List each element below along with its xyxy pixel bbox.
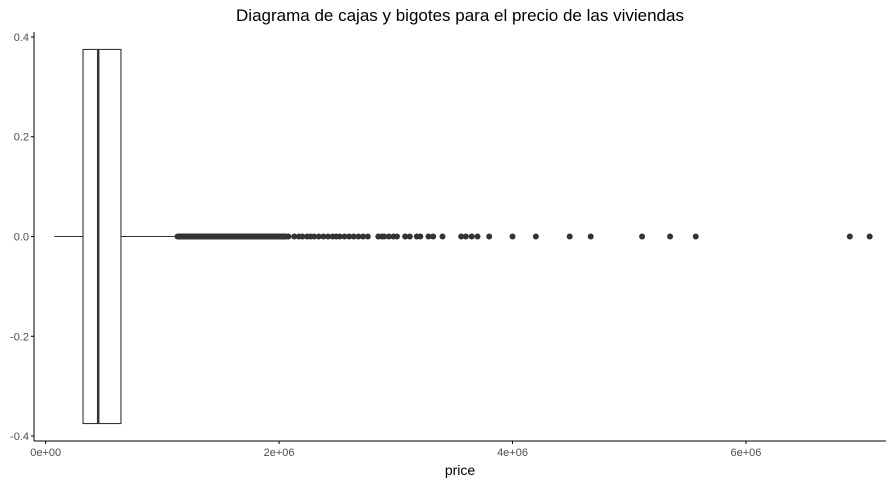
x-tick-label: 2e+06 (264, 447, 295, 459)
outlier-point (311, 233, 318, 240)
outlier-point (532, 233, 539, 240)
outlier-point (667, 233, 674, 240)
outlier-point (355, 233, 362, 240)
outlier-point (341, 233, 348, 240)
outlier-point (381, 233, 388, 240)
outlier-point (439, 233, 446, 240)
outlier-point (346, 233, 353, 240)
outlier-dense-band (174, 233, 290, 240)
x-tick-label: 0e+00 (30, 447, 61, 459)
y-tick-label: 0.4 (14, 32, 29, 44)
outlier-point (350, 233, 357, 240)
outlier-point (486, 233, 493, 240)
chart-title: Diagrama de cajas y bigotes para el prec… (236, 6, 684, 25)
outlier-point (336, 233, 343, 240)
outlier-point (402, 233, 409, 240)
y-tick-label: -0.4 (10, 431, 29, 443)
outlier-point (320, 233, 327, 240)
outlier-point (315, 233, 322, 240)
plot-area (54, 48, 873, 425)
outlier-point (291, 233, 298, 240)
outlier-point (846, 233, 853, 240)
x-tick-label: 4e+06 (497, 447, 528, 459)
outlier-point (692, 233, 699, 240)
outlier-point (468, 233, 475, 240)
outlier-point (458, 233, 465, 240)
outlier-point (417, 233, 424, 240)
outlier-point (509, 233, 516, 240)
outlier-point (430, 233, 437, 240)
x-axis: 0e+00 2e+06 4e+06 6e+06 (30, 440, 886, 459)
outlier-point (425, 233, 432, 240)
y-tick-label: -0.2 (10, 331, 29, 343)
x-tick-label: 6e+06 (730, 447, 761, 459)
outlier-point (360, 233, 367, 240)
outlier-point (866, 233, 873, 240)
x-axis-title: price (445, 462, 476, 478)
outlier-point (364, 233, 371, 240)
outlier-point (462, 233, 469, 240)
outlier-point (385, 233, 392, 240)
y-tick-label: 0.2 (14, 132, 29, 144)
outlier-point (587, 233, 594, 240)
box-iqr (82, 48, 122, 425)
outlier-point (393, 233, 400, 240)
outlier-point (566, 233, 573, 240)
y-tick-label: 0.0 (14, 232, 29, 244)
outlier-point (639, 233, 646, 240)
y-axis: 0.4 0.2 0.0 -0.2 -0.4 (10, 32, 35, 443)
outlier-point (406, 233, 413, 240)
outlier-point (285, 233, 292, 240)
outlier-point (474, 233, 481, 240)
outlier-point (325, 233, 332, 240)
outlier-point (299, 233, 306, 240)
